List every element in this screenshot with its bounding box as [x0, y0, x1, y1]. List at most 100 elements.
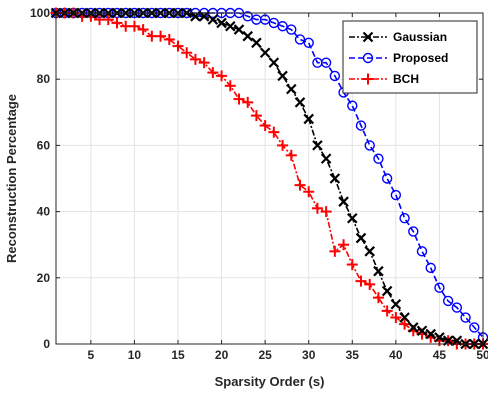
data-point-gaussian — [425, 328, 436, 340]
data-point-proposed — [416, 246, 428, 257]
data-point-bch — [224, 80, 236, 92]
legend-label-gaussian: Gaussian — [393, 30, 447, 44]
data-point-proposed — [286, 24, 297, 35]
data-point-gaussian — [329, 173, 341, 184]
x-axis-label: Sparsity Order (s) — [215, 374, 325, 389]
data-point-proposed — [425, 262, 436, 274]
data-point-bch — [320, 206, 332, 218]
data-point-gaussian — [303, 113, 314, 125]
data-point-bch — [259, 120, 271, 132]
data-point-proposed — [303, 37, 314, 48]
y-tick-label: 0 — [43, 337, 50, 351]
data-point-bch — [294, 179, 306, 191]
data-point-gaussian — [320, 153, 332, 164]
data-point-proposed — [268, 17, 280, 29]
y-tick-label: 80 — [37, 72, 51, 86]
data-point-gaussian — [364, 246, 375, 257]
data-point-bch — [268, 126, 280, 138]
data-point-gaussian — [233, 24, 245, 35]
data-point-gaussian — [294, 97, 306, 108]
x-tick-label: 40 — [389, 348, 403, 362]
series-layer — [50, 7, 488, 350]
y-tick-label: 60 — [37, 138, 51, 152]
legend-label-bch: BCH — [393, 72, 419, 86]
data-point-proposed — [399, 213, 410, 224]
y-axis-label: Reconstruction Percentage — [4, 94, 19, 263]
data-point-bch — [372, 292, 384, 304]
data-point-gaussian — [355, 232, 367, 244]
x-tick-label: 15 — [171, 348, 185, 362]
data-point-gaussian — [207, 14, 219, 25]
data-point-gaussian — [225, 20, 236, 32]
data-point-gaussian — [373, 265, 384, 277]
data-point-proposed — [451, 302, 463, 313]
x-tick-label: 25 — [258, 348, 272, 362]
legend-item-bch: BCH — [349, 72, 419, 86]
data-point-gaussian — [216, 17, 227, 29]
data-point-bch — [172, 40, 184, 52]
data-point-bch — [128, 20, 140, 32]
data-point-gaussian — [434, 332, 445, 343]
data-point-bch — [355, 275, 367, 287]
data-point-bch — [189, 53, 201, 65]
data-point-gaussian — [312, 140, 323, 151]
data-point-bch — [311, 202, 323, 214]
data-point-bch — [329, 245, 341, 257]
data-point-proposed — [408, 226, 419, 237]
y-tick-label: 20 — [37, 271, 51, 285]
data-point-gaussian — [390, 299, 402, 310]
data-point-proposed — [320, 57, 332, 68]
legend-label-proposed: Proposed — [393, 51, 448, 65]
data-point-proposed — [242, 11, 253, 22]
data-point-proposed — [442, 295, 454, 307]
plot-frame — [55, 12, 484, 345]
legend-item-gaussian: Gaussian — [349, 30, 447, 44]
data-point-proposed — [460, 312, 471, 323]
axis-ticks: 5 10 15 20 25 30 35 40 45 50 0 20 40 60 80 100 — [30, 6, 488, 362]
legend-marker-proposed — [362, 52, 374, 64]
data-point-bch — [102, 14, 114, 26]
legend: Gaussian Proposed BCH — [342, 20, 478, 94]
data-point-bch — [277, 139, 289, 151]
data-point-bch — [364, 278, 376, 290]
data-point-gaussian — [286, 83, 297, 95]
data-point-proposed — [364, 140, 375, 151]
data-point-gaussian — [251, 37, 262, 49]
data-point-proposed — [347, 100, 358, 111]
data-point-bch — [381, 305, 393, 317]
series-line-proposed — [56, 12, 484, 338]
legend-marker-bch — [362, 73, 374, 85]
data-point-bch — [250, 110, 262, 122]
data-point-proposed — [373, 153, 384, 164]
data-point-proposed — [381, 173, 393, 184]
legend-marker-gaussian — [362, 31, 374, 43]
data-point-bch — [163, 33, 175, 45]
data-point-gaussian — [347, 212, 358, 224]
data-point-proposed — [329, 70, 341, 82]
data-point-gaussian — [268, 57, 280, 68]
data-point-bch — [216, 70, 228, 82]
data-point-gaussian — [242, 30, 253, 42]
data-point-proposed — [277, 21, 288, 32]
y-tick-label: 100 — [30, 6, 50, 20]
y-tick-label: 40 — [37, 205, 51, 219]
data-point-bch — [346, 259, 358, 271]
x-tick-label: 35 — [346, 348, 360, 362]
series-gaussian — [50, 7, 488, 350]
x-tick-label: 50 — [476, 348, 488, 362]
data-point-bch — [303, 186, 315, 198]
x-tick-label: 30 — [302, 348, 316, 362]
data-point-gaussian — [259, 47, 271, 58]
x-tick-label: 20 — [215, 348, 229, 362]
data-point-gaussian — [408, 322, 419, 333]
data-point-bch — [111, 17, 123, 29]
data-point-bch — [198, 57, 210, 69]
legend-item-proposed: Proposed — [349, 51, 448, 65]
data-point-gaussian — [277, 70, 288, 82]
data-point-gaussian — [399, 312, 410, 323]
data-point-bch — [285, 149, 297, 161]
data-point-gaussian — [381, 285, 393, 297]
data-point-bch — [181, 47, 193, 59]
data-point-bch — [155, 30, 167, 42]
